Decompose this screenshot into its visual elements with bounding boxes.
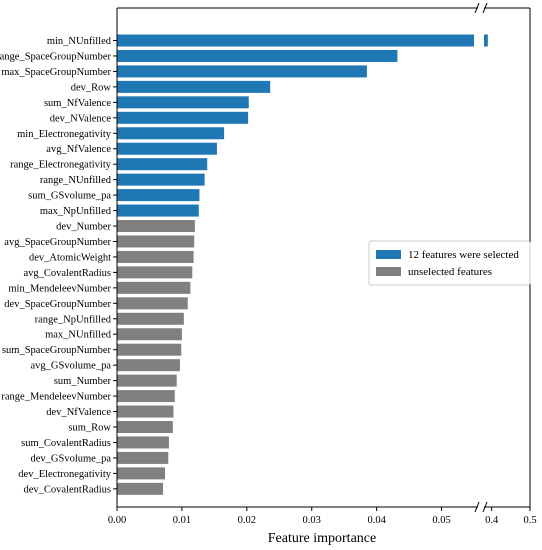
bar-min_MendeleevNumber (117, 281, 191, 294)
legend: 12 features were selected unselected fea… (368, 240, 531, 286)
axis-break-mark (474, 2, 480, 14)
category-label: range_MendeleevNumber (1, 392, 111, 403)
bar-dev_AtomicWeight (117, 250, 194, 263)
bar-dev_Number (117, 220, 195, 233)
legend-swatch-selected (376, 250, 401, 259)
x-axis-label: Feature importance (268, 531, 376, 546)
x-tick-label: 0.5 (523, 515, 536, 526)
category-label: max_NUnfilled (45, 330, 112, 341)
bar-range_NpUnfilled (117, 312, 184, 325)
category-label: min_NUnfilled (47, 36, 112, 47)
category-label: dev_Row (71, 82, 112, 93)
category-label: dev_SpaceGroupNumber (4, 299, 111, 310)
category-label: min_MendeleevNumber (8, 283, 111, 294)
axis-break-mark (482, 501, 488, 513)
x-tick-label: 0.04 (367, 515, 386, 526)
category-label: dev_NfValence (46, 407, 111, 418)
legend-box (368, 240, 531, 286)
bar-range_SpaceGroupNumber (117, 49, 398, 62)
bar-avg_GSvolume_pa (117, 359, 180, 372)
category-label: sum_Row (68, 423, 111, 434)
bar-range_MendeleevNumber (117, 390, 175, 403)
bar-dev_Row (117, 80, 271, 93)
category-label: sum_GSvolume_pa (28, 191, 111, 202)
category-label: avg_NfValence (46, 144, 111, 155)
axis-break-mark (474, 501, 480, 513)
category-label: dev_AtomicWeight (29, 252, 111, 263)
bar-dev_NfValence (117, 405, 174, 418)
category-label: sum_NfValence (44, 98, 111, 109)
category-label: avg_CovalentRadius (24, 268, 112, 279)
bar-dev_GSvolume_pa (117, 451, 169, 464)
bar-avg_NfValence (117, 142, 217, 155)
bar-min_NUnfilled-main (117, 34, 474, 47)
x-tick-label: 0.4 (485, 515, 499, 526)
category-label: max_SpaceGroupNumber (1, 67, 111, 78)
category-label: range_Electronegativity (10, 160, 112, 171)
bar-dev_Electronegativity (117, 467, 166, 480)
bar-dev_CovalentRadius (117, 482, 164, 495)
category-labels: min_NUnfilled range_SpaceGroupNumber max_S… (0, 36, 117, 495)
legend-swatch-unselected (376, 267, 401, 276)
bar-avg_CovalentRadius (117, 266, 193, 279)
bar-min_Electronegativity (117, 127, 225, 140)
bar-max_SpaceGroupNumber (117, 65, 367, 78)
bar-sum_SpaceGroupNumber (117, 343, 182, 356)
bar-dev_NValence (117, 111, 249, 124)
bar-sum_NfValence (117, 96, 249, 109)
category-label: range_SpaceGroupNumber (0, 51, 112, 62)
category-label: sum_Number (54, 376, 112, 387)
bars-layer (117, 34, 488, 495)
category-label: dev_NValence (50, 113, 112, 124)
bar-sum_GSvolume_pa (117, 189, 200, 202)
category-label: avg_GSvolume_pa (31, 361, 112, 372)
category-label: range_NpUnfilled (35, 314, 112, 325)
bar-min_NUnfilled (484, 34, 488, 47)
category-label: sum_SpaceGroupNumber (2, 345, 112, 356)
category-label: avg_SpaceGroupNumber (4, 237, 111, 248)
category-label: range_NUnfilled (40, 175, 112, 186)
category-label: max_NpUnfilled (40, 206, 112, 217)
x-axis-ticks: 0.00 0.01 0.02 0.03 0.04 0.05 0.4 0.5 (108, 507, 537, 526)
bar-sum_CovalentRadius (117, 436, 169, 449)
x-tick-label: 0.05 (432, 515, 450, 526)
axis-break-mark (482, 2, 488, 14)
category-label: dev_GSvolume_pa (31, 453, 112, 464)
bar-sum_Number (117, 374, 177, 387)
bar-sum_Row (117, 421, 173, 433)
bar-max_NUnfilled (117, 328, 182, 341)
category-label: dev_Electronegativity (18, 469, 111, 480)
x-tick-label: 0.00 (108, 515, 126, 526)
category-label: min_Electronegativity (17, 129, 112, 140)
x-tick-label: 0.02 (238, 515, 256, 526)
bar-range_NUnfilled (117, 173, 205, 186)
bar-range_Electronegativity (117, 158, 208, 171)
bar-max_NpUnfilled (117, 204, 199, 217)
legend-label-unselected: unselected features (408, 266, 492, 278)
legend-label-selected: 12 features were selected (408, 249, 519, 261)
category-label: dev_Number (56, 222, 111, 233)
x-tick-label: 0.01 (173, 515, 191, 526)
category-label: dev_CovalentRadius (24, 484, 112, 495)
x-tick-label: 0.03 (303, 515, 321, 526)
bar-dev_SpaceGroupNumber (117, 297, 188, 310)
bar-avg_SpaceGroupNumber (117, 235, 195, 248)
category-label: sum_CovalentRadius (21, 438, 111, 449)
